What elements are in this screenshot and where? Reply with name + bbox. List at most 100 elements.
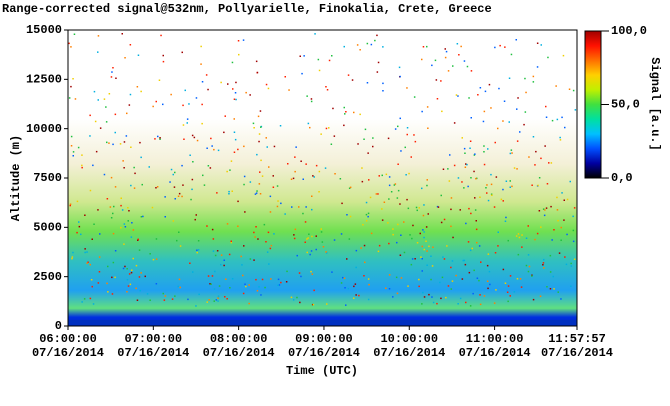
texture-dot [298,206,300,208]
texture-dot [523,123,525,126]
texture-dot [486,184,488,186]
texture-dot [467,185,469,188]
texture-dot [205,74,208,76]
texture-dot [412,224,414,227]
texture-dot [77,146,80,149]
texture-dot [428,245,430,248]
texture-dot [95,150,98,153]
texture-dot [331,55,333,57]
texture-dot [300,160,302,162]
texture-dot [258,286,260,288]
texture-dot [488,270,491,273]
texture-dot [242,274,244,277]
texture-dot [299,55,301,57]
texture-dot [132,257,134,260]
texture-dot [87,261,89,263]
texture-dot [126,291,128,293]
texture-dot [252,122,255,125]
texture-dot [256,153,258,156]
texture-dot [93,223,95,225]
texture-dot [458,54,460,56]
texture-dot [325,86,327,88]
texture-dot [502,188,504,191]
texture-dot [406,127,409,129]
texture-dot [155,283,158,285]
texture-dot [233,131,236,133]
texture-dot [259,110,262,112]
texture-dot [189,262,191,264]
texture-dot [249,94,251,96]
texture-dot [572,240,575,243]
texture-dot [162,103,164,106]
texture-dot [114,113,117,116]
texture-dot [195,305,197,307]
texture-dot [342,276,344,279]
texture-dot [353,285,355,288]
texture-dot [559,139,562,141]
texture-dot [124,57,126,59]
texture-dot [206,225,208,227]
colorbar-tick-label: 50,0 [611,98,640,112]
texture-dot [397,189,400,192]
texture-dot [469,147,471,149]
texture-dot [140,216,143,218]
texture-dot [226,223,229,225]
texture-dot [264,286,266,289]
texture-dot [309,253,311,256]
texture-dot [474,197,476,199]
texture-dot [475,228,478,231]
texture-dot [374,39,376,42]
texture-dot [78,221,80,223]
texture-dot [273,145,276,148]
texture-dot [532,81,535,83]
texture-dot [410,263,413,266]
texture-dot [497,245,499,247]
texture-dot [520,286,523,288]
texture-dot [182,124,185,126]
texture-dot [411,237,413,240]
texture-dot [396,292,399,295]
texture-dot [511,152,513,154]
texture-dot [97,99,99,101]
texture-dot [515,39,517,41]
texture-dot [92,164,94,167]
texture-dot [423,204,425,206]
texture-dot [399,203,401,205]
texture-dot [502,268,505,271]
texture-dot [86,251,88,253]
texture-dot [248,284,250,286]
texture-dot [444,48,446,50]
texture-dot [90,279,93,281]
texture-dot [248,302,250,305]
texture-dot [343,277,346,279]
y-tick-label: 15000 [26,23,62,37]
texture-dot [516,168,518,170]
texture-dot [353,297,355,299]
texture-dot [468,271,471,274]
texture-dot [455,274,457,277]
texture-dot [196,251,198,254]
texture-dot [475,177,477,180]
texture-dot [181,164,183,167]
texture-dot [213,148,215,151]
texture-dot [261,278,264,281]
texture-dot [404,146,406,149]
texture-dot [245,91,247,94]
texture-dot [226,298,228,300]
texture-dot [121,33,123,35]
texture-dot [174,198,176,200]
texture-dot [214,270,216,273]
texture-dot [452,236,454,239]
texture-dot [328,127,330,129]
texture-dot [475,220,477,222]
texture-dot [233,98,236,100]
texture-dot [542,208,545,210]
texture-dot [527,254,530,256]
texture-dot [128,273,131,275]
texture-dot [293,237,296,240]
texture-dot [216,250,219,252]
texture-dot [243,183,245,186]
texture-dot [111,71,113,73]
texture-dot [273,233,275,235]
texture-dot [574,109,577,111]
